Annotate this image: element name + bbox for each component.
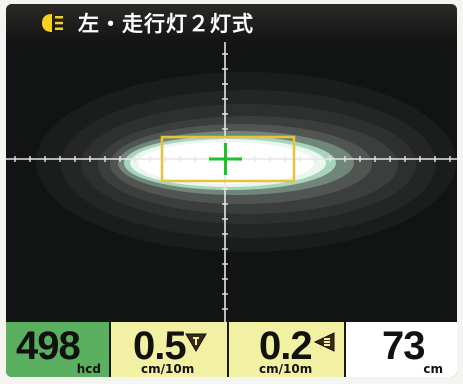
crosshair-icon xyxy=(209,143,242,175)
readout-bar: 498 hcd 0.5 cm/10m 0.2 xyxy=(6,322,457,377)
beam-pattern-view xyxy=(6,42,457,322)
title-bar: 左・走行灯２灯式 xyxy=(6,4,457,42)
vertical-angle-readout: 0.5 cm/10m xyxy=(111,322,229,377)
crosshair-overlay xyxy=(6,42,457,322)
distance-readout: 73 cm xyxy=(346,322,457,377)
tester-screen: 左・走行灯２灯式 498 hcd 0.5 xyxy=(6,4,457,377)
intensity-unit: hcd xyxy=(76,362,101,376)
intensity-readout: 498 hcd xyxy=(6,322,111,377)
headlight-icon xyxy=(40,12,66,34)
page-title: 左・走行灯２灯式 xyxy=(78,12,254,36)
target-zone-box xyxy=(160,135,296,183)
horizontal-angle-value: 0.2 xyxy=(259,324,313,368)
horizontal-angle-readout: 0.2 cm/10m xyxy=(229,322,346,377)
distance-value: 73 xyxy=(382,324,425,368)
horizontal-direction-icon xyxy=(313,331,335,353)
vertical-direction-icon xyxy=(185,331,207,353)
horizontal-angle-unit: cm/10m xyxy=(259,362,313,376)
vertical-angle-unit: cm/10m xyxy=(141,362,195,376)
axis-ticks xyxy=(14,53,451,310)
vertical-angle-value: 0.5 xyxy=(133,324,187,368)
intensity-value: 498 xyxy=(16,324,81,368)
distance-unit: cm xyxy=(423,362,443,376)
